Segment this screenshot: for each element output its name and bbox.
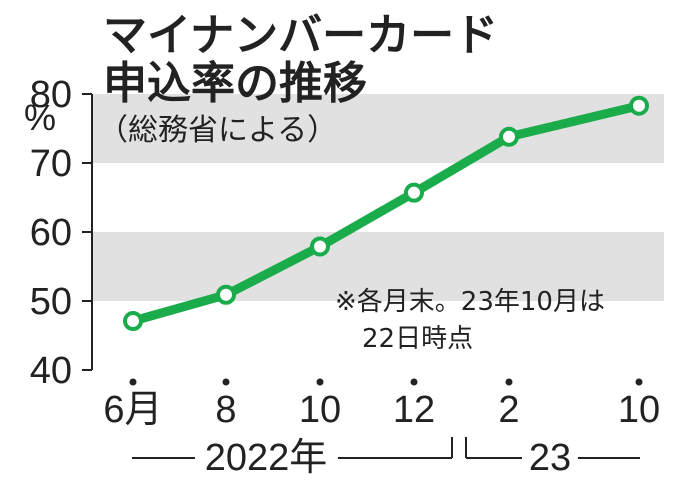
x-tick-label-3: 12 (393, 389, 435, 431)
y-tick-label-80: 80 (30, 74, 72, 116)
data-point-2022-08 (216, 284, 236, 305)
y-tick-label-70: 70 (30, 143, 72, 185)
x-tick-dot-5 (635, 378, 643, 386)
y-ticks: 40 50 60 70 80 (30, 74, 92, 392)
period-label-2023: 23 (529, 437, 571, 479)
x-tick-label-2: 10 (299, 389, 341, 431)
data-points (123, 95, 649, 332)
background-bands (92, 94, 664, 301)
x-tick-label-4: 2 (498, 389, 519, 431)
series-line (128, 101, 644, 326)
data-point-2023-10 (629, 95, 649, 116)
chart-note-line1: ※各月末。23年10月は (335, 287, 605, 317)
data-point-2022-06 (123, 311, 143, 332)
x-tick-dot-0 (129, 378, 137, 386)
x-tick-label-5: 10 (618, 389, 660, 431)
band-70-80 (92, 94, 664, 163)
chart-source: （総務省による） (98, 113, 337, 148)
period-label-2022: 2022年 (205, 437, 328, 479)
x-tick-label-1: 8 (215, 389, 236, 431)
data-point-2022-12 (404, 182, 424, 203)
y-tick-label-40: 40 (30, 350, 72, 392)
chart-title-line2: 申込率の推移 (103, 58, 367, 109)
y-axis-unit: % (24, 97, 56, 138)
chart-note-line2: 22日時点 (362, 324, 473, 354)
period-brackets: 2022年 23 (132, 437, 640, 479)
x-tick-label-0: 6月 (103, 389, 162, 431)
chart-title-line1: マイナンバーカード (103, 10, 498, 61)
y-tick-label-50: 50 (30, 281, 72, 323)
data-point-2023-02 (499, 126, 519, 147)
y-tick-label-60: 60 (30, 212, 72, 254)
x-tick-dot-4 (505, 378, 513, 386)
x-tick-dot-3 (410, 378, 418, 386)
x-tick-dot-1 (222, 378, 230, 386)
data-point-2022-10 (310, 236, 330, 257)
band-50-60 (92, 232, 664, 301)
x-ticks: 6月 8 10 12 2 10 (103, 378, 660, 431)
x-tick-dot-2 (316, 378, 324, 386)
